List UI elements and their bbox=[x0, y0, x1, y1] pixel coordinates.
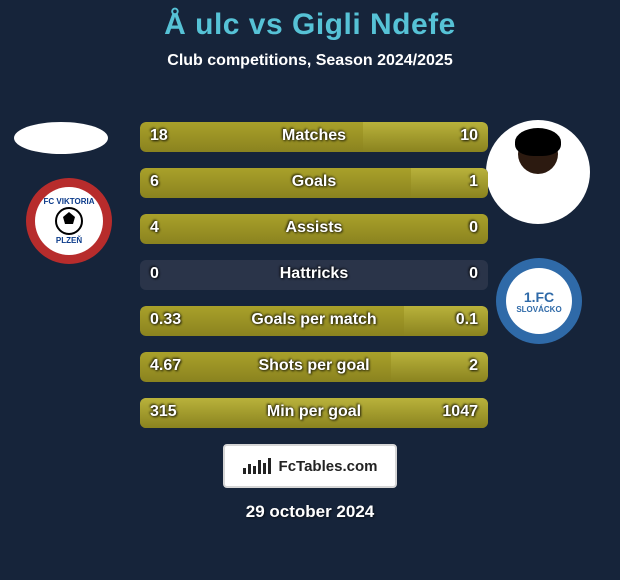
fctables-logo-text: FcTables.com bbox=[279, 458, 378, 475]
stat-label: Min per goal bbox=[140, 403, 488, 421]
stat-label: Shots per goal bbox=[140, 357, 488, 375]
player-silhouette-icon bbox=[505, 132, 571, 212]
page-title: Å ulc vs Gigli Ndefe bbox=[0, 0, 620, 42]
fctables-logo: FcTables.com bbox=[223, 444, 397, 488]
stat-row: 4.672Shots per goal bbox=[140, 348, 488, 384]
club-badge-right-line1: 1.FC bbox=[524, 289, 554, 305]
stat-row: 1810Matches bbox=[140, 118, 488, 154]
stat-label: Goals per match bbox=[140, 311, 488, 329]
player-right-avatar bbox=[486, 120, 590, 224]
stats-rows: 1810Matches 61Goals 40Assists 00Hattricks 0.… bbox=[140, 118, 488, 440]
stat-row: 0.330.1Goals per match bbox=[140, 302, 488, 338]
stat-label: Hattricks bbox=[140, 265, 488, 283]
soccer-ball-icon bbox=[54, 206, 84, 236]
bar-chart-icon bbox=[243, 458, 273, 474]
stat-row: 61Goals bbox=[140, 164, 488, 200]
club-badge-left-line1: FC VIKTORIA bbox=[44, 197, 95, 206]
club-badge-left-inner: FC VIKTORIA PLZEŇ bbox=[35, 187, 103, 255]
club-badge-right: 1.FC SLOVÁCKO bbox=[496, 258, 582, 344]
stat-label: Goals bbox=[140, 173, 488, 191]
club-badge-left-line2: PLZEŇ bbox=[56, 236, 82, 245]
stat-row: 00Hattricks bbox=[140, 256, 488, 292]
club-badge-left: FC VIKTORIA PLZEŇ bbox=[26, 178, 112, 264]
stat-row: 3151047Min per goal bbox=[140, 394, 488, 430]
club-badge-right-line2: SLOVÁCKO bbox=[516, 305, 561, 314]
stat-label: Matches bbox=[140, 127, 488, 145]
stat-label: Assists bbox=[140, 219, 488, 237]
page-subtitle: Club competitions, Season 2024/2025 bbox=[0, 52, 620, 70]
club-badge-right-inner: 1.FC SLOVÁCKO bbox=[506, 268, 572, 334]
stat-row: 40Assists bbox=[140, 210, 488, 246]
player-left-avatar bbox=[14, 122, 108, 154]
footer-date: 29 october 2024 bbox=[0, 502, 620, 522]
